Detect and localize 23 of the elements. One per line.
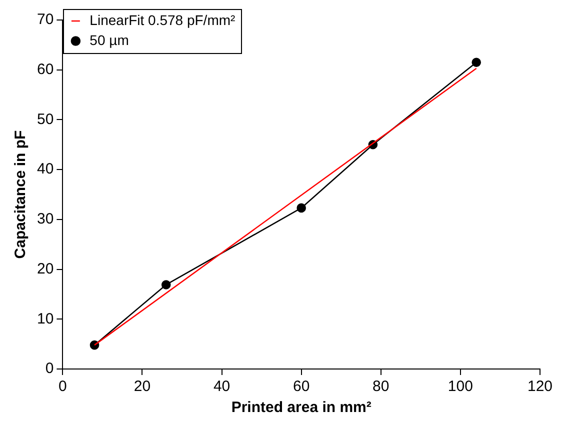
y-axis-title: Capacitance in pF <box>12 130 30 259</box>
point <box>161 280 171 290</box>
y-tick-label: 50 <box>36 110 54 128</box>
x-tick-label: 80 <box>372 378 390 396</box>
x-axis-title: Printed area in mm² <box>231 399 372 416</box>
y-tick-label: 60 <box>36 61 54 78</box>
legend-label: 50 µm <box>90 32 129 48</box>
y-tick-label: 70 <box>36 11 54 28</box>
point <box>296 203 306 213</box>
x-tick-label: 60 <box>293 378 310 396</box>
x-tick-label: 20 <box>134 378 151 396</box>
point <box>90 340 100 350</box>
point <box>472 58 482 68</box>
y-tick-label: 30 <box>36 210 54 228</box>
y-tick-label: 40 <box>36 160 54 178</box>
x-tick-label: 120 <box>527 378 553 396</box>
x-tick-label: 100 <box>448 378 473 396</box>
y-tick-label: 0 <box>45 360 54 378</box>
y-tick-label: 10 <box>36 310 54 328</box>
y-tick-label: 20 <box>36 260 54 278</box>
x-tick-label: 40 <box>213 378 230 396</box>
legend-label: LinearFit 0.578 pF/mm² <box>90 12 236 28</box>
x-tick-label: 0 <box>58 378 67 396</box>
